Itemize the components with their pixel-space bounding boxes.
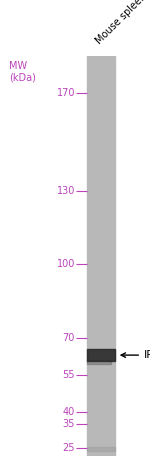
Bar bbox=[87, 56, 115, 456]
Text: 170: 170 bbox=[57, 87, 75, 98]
Text: 130: 130 bbox=[57, 186, 75, 196]
Bar bbox=[87, 360, 111, 364]
Text: 55: 55 bbox=[63, 370, 75, 380]
Text: MW
(kDa): MW (kDa) bbox=[9, 61, 36, 82]
Bar bbox=[87, 447, 115, 451]
Text: 25: 25 bbox=[63, 443, 75, 453]
Text: 100: 100 bbox=[57, 259, 75, 269]
Text: IRF5: IRF5 bbox=[144, 350, 150, 360]
Bar bbox=[87, 349, 115, 361]
Text: 35: 35 bbox=[63, 419, 75, 429]
Text: Mouse spleen: Mouse spleen bbox=[94, 0, 148, 46]
Text: 70: 70 bbox=[63, 333, 75, 343]
Text: 40: 40 bbox=[63, 406, 75, 417]
